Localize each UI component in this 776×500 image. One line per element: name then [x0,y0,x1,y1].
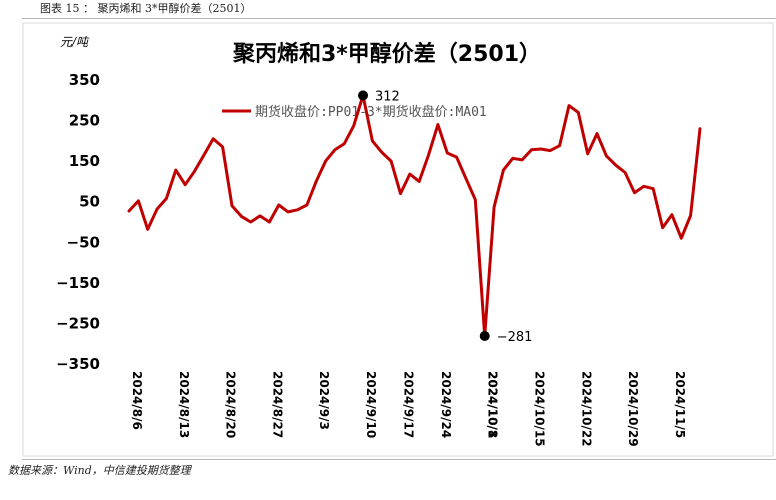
x-tick-label: 2024/8/6 [130,371,144,430]
x-tick-label: 2024/10/29 [626,371,640,447]
x-tick-label: 2024/11/5 [673,371,687,438]
annotation-marker [479,331,490,342]
y-tick-label: 50 [79,193,100,211]
source-note: 数据来源：Wind，中信建投期货整理 [8,464,191,477]
legend-label: 期货收盘价:PP01-3*期货收盘价:MA01 [255,104,487,120]
y-tick-label: 350 [69,71,100,89]
x-tick-label: 2024/8/27 [270,371,284,438]
annotation-label: −281 [497,330,533,345]
y-tick-label: 150 [69,152,100,170]
x-tick-label: 2024/9/3 [317,371,331,430]
x-tick-label: 2024/10/8 [486,371,500,438]
x-tick-label: 2024/9/17 [401,371,415,438]
chart-title: 聚丙烯和3*甲醇价差（2501） [232,41,541,67]
figure-caption: 图表 15 ： 聚丙烯和 3*甲醇价差（2501） [40,2,252,15]
annotations: 312 −281 [358,89,532,345]
annotation-marker [358,90,369,101]
unit-label: 元/吨 [60,35,90,49]
series-line [127,93,702,338]
y-tick-label: −250 [56,314,100,332]
x-tick-label: 2024/9/24 [439,371,453,438]
y-tick-label: 250 [69,112,100,130]
x-tick-label: 2024/8/20 [224,371,238,438]
plot-frame [22,22,774,457]
y-axis: 350 250 150 50 −50 −150 −250 −350 [56,71,100,373]
x-tick-label: 2024/10/15 [533,371,547,447]
x-tick-label: 2024/10/1 [486,371,500,438]
y-tick-label: −50 [67,233,100,251]
annotation-label: 312 [375,89,400,104]
y-tick-label: −150 [56,274,100,292]
x-tick-label: 2024/10/22 [579,371,593,447]
bottom-rule [22,459,776,460]
x-axis: 2024/8/6 2024/8/13 2024/8/20 2024/8/27 2024/… [130,371,687,447]
x-tick-label: 2024/8/13 [177,371,191,438]
top-rule [22,18,776,19]
x-tick-label: 2024/9/10 [364,371,378,438]
y-tick-label: −350 [56,355,100,373]
